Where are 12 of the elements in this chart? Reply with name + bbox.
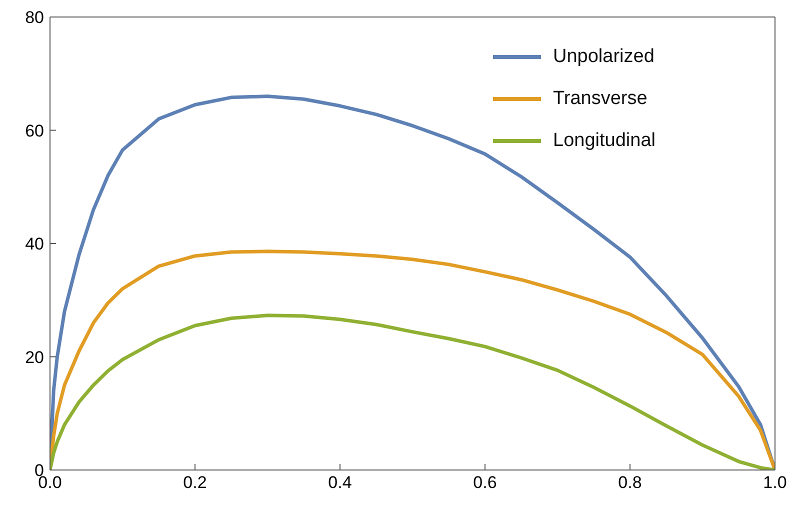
x-tick-label: 0.2 bbox=[183, 473, 207, 492]
legend-label: Transverse bbox=[553, 88, 648, 110]
y-tick-label: 60 bbox=[25, 121, 44, 140]
y-tick-label: 20 bbox=[25, 348, 44, 367]
x-tick-label: 0.8 bbox=[618, 473, 642, 492]
y-tick-label: 40 bbox=[25, 234, 44, 254]
x-tick-label: 0.4 bbox=[328, 473, 352, 492]
legend-label: Unpolarized bbox=[553, 46, 654, 68]
x-tick-label: 1.0 bbox=[763, 473, 787, 492]
y-tick-label: 80 bbox=[25, 8, 44, 28]
x-tick-label: 0.6 bbox=[473, 473, 497, 492]
legend-label: Longitudinal bbox=[553, 130, 656, 152]
